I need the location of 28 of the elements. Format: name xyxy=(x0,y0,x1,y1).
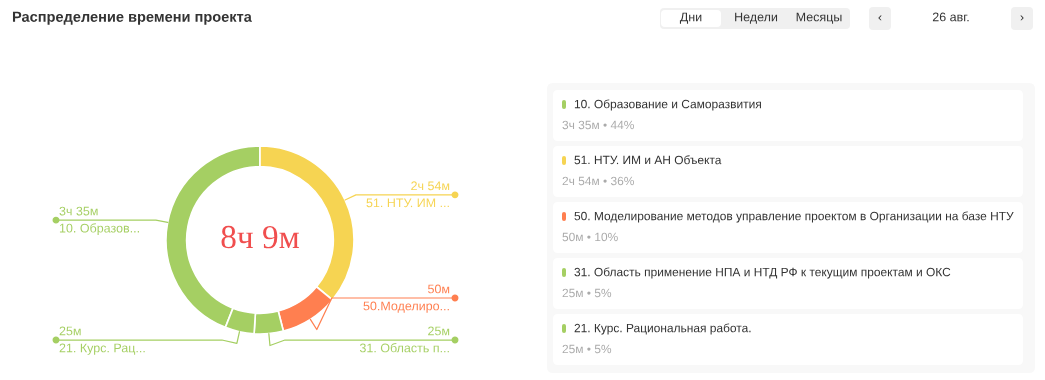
text: 31. Область п... xyxy=(359,343,449,353)
text: 25м • 5% xyxy=(562,344,612,354)
text: 26 авг. xyxy=(932,12,969,22)
text: Месяцы xyxy=(796,12,842,24)
text: 3ч 35м xyxy=(59,206,98,216)
text: 21. Курс. Рац... xyxy=(59,343,145,355)
legend-label: 51. НТУ. ИМ и АН Объекта xyxy=(574,155,722,165)
text: 3ч 35м • 44% xyxy=(562,120,634,130)
text: 25м xyxy=(428,326,450,336)
text: 51. НТУ. ИМ ... xyxy=(366,198,449,208)
text: Недели xyxy=(735,12,778,24)
text: ‹ xyxy=(878,15,882,21)
text: Дни xyxy=(679,12,702,24)
legend-label: 10. Образование и Саморазвития xyxy=(574,99,761,111)
text: › xyxy=(1020,15,1024,21)
text: 2ч 54м xyxy=(411,181,450,191)
text: 50м xyxy=(428,284,450,294)
text: 8ч 9м xyxy=(221,225,299,249)
text: 25м • 5% xyxy=(562,288,612,298)
text: 10. Образов... xyxy=(59,223,139,236)
text: 50.Моделиро... xyxy=(363,301,449,313)
text: 50м • 10% xyxy=(562,232,618,242)
legend-label: 31. Область применение НПА и НТД РФ к текущим проектам и ОКС xyxy=(574,267,951,279)
legend-label: 21. Курс. Рациональная работа. xyxy=(574,323,751,335)
chart-title: Распределение времени проекта xyxy=(12,11,252,25)
text: 2ч 54м • 36% xyxy=(562,176,634,186)
text: 25м xyxy=(59,326,81,336)
legend-label: 50. Моделирование методов управление проектом в Организации на базе НТУ xyxy=(574,211,1014,223)
